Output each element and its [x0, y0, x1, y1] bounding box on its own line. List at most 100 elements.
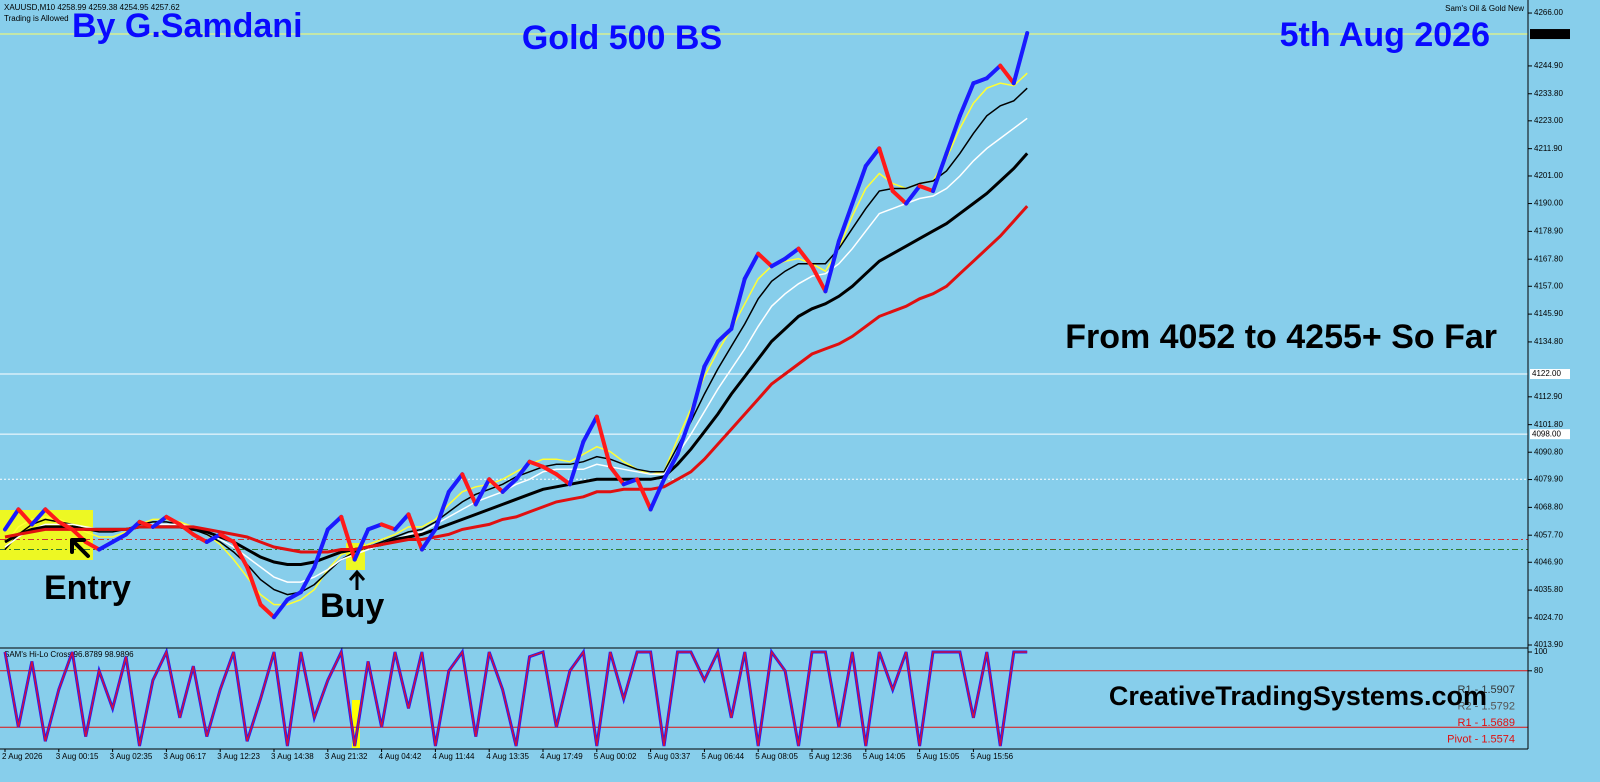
price-tag-label: 4257.62: [1532, 29, 1561, 38]
price-segment: [298, 565, 317, 595]
price-tag: [1530, 429, 1570, 440]
pivot-label: R1 - 1.5689: [1458, 717, 1515, 729]
price-segment: [258, 602, 276, 620]
price-tag-label: 4098.00: [1532, 429, 1561, 438]
price-segment: [742, 251, 761, 281]
x-tick-label: 2 Aug 2026: [2, 752, 43, 761]
price-segment: [957, 81, 976, 118]
price-segment: [204, 532, 223, 544]
pivot-label: R2 - 1.5792: [1458, 700, 1515, 712]
price-segment: [863, 146, 882, 168]
x-tick-label: 3 Aug 06:17: [163, 752, 206, 761]
x-tick-label: 3 Aug 21:32: [325, 752, 368, 761]
price-segment: [110, 532, 129, 544]
entry-arrow: [70, 538, 90, 558]
price-segment: [890, 189, 909, 206]
y-tick-label: 4101.80: [1534, 420, 1563, 429]
price-segment: [662, 452, 680, 482]
price-tag-label: 4122.00: [1532, 369, 1561, 378]
price-segment: [487, 477, 505, 494]
price-segment: [433, 489, 451, 532]
x-tick-label: 4 Aug 11:44: [432, 752, 475, 761]
annotation: From 4052 to 4255+ So Far: [1065, 318, 1497, 356]
x-tick-label: 5 Aug 14:05: [863, 752, 906, 761]
price-segment: [150, 514, 169, 529]
price-segment: [56, 519, 75, 532]
chart-date: 5th Aug 2026: [1280, 16, 1490, 54]
price-segment: [446, 472, 465, 494]
x-tick-label: 3 Aug 00:15: [56, 752, 99, 761]
price-segment: [16, 507, 34, 527]
price-segment: [124, 519, 142, 537]
y-tick-label: 4145.90: [1534, 309, 1563, 318]
price-segment: [500, 477, 519, 494]
x-tick-label: 5 Aug 15:05: [917, 752, 960, 761]
y-tick-label: 4233.80: [1534, 89, 1563, 98]
price-segment: [245, 565, 263, 607]
price-segment: [715, 326, 734, 344]
price-segment: [850, 163, 868, 206]
y-tick-label: 80: [1534, 666, 1543, 675]
price-segment: [3, 507, 21, 532]
price-segment: [675, 414, 693, 457]
price-segment: [796, 246, 814, 269]
price-segment: [137, 519, 155, 529]
oscillator-line: [4, 649, 1028, 747]
price-segment: [554, 472, 572, 487]
price-segment: [810, 264, 828, 294]
price-segment: [541, 464, 559, 477]
y-tick-label: 4035.80: [1534, 585, 1563, 594]
price-segment: [836, 201, 855, 244]
price-segment: [567, 439, 586, 487]
price-segment: [904, 184, 922, 206]
price-segment: [285, 590, 303, 602]
price-segment: [325, 514, 344, 532]
website: CreativeTradingSystems.com: [1109, 681, 1487, 711]
price-segment: [783, 246, 801, 261]
y-tick-label: 4244.90: [1534, 61, 1563, 70]
price-segment: [29, 507, 48, 527]
price-segment: [339, 514, 357, 562]
price-segment: [272, 597, 290, 620]
y-tick-label: 4013.90: [1534, 640, 1563, 649]
moving-average: [4, 205, 1029, 554]
plot-area: 4266.00 4244.90 4233.80 4223.00 4211.90 4201.…: [0, 8, 1570, 761]
price-segment: [218, 532, 236, 544]
price-segment: [823, 239, 841, 294]
y-tick-label: 4068.80: [1534, 502, 1563, 511]
pivot-label: Pivot - 1.5574: [1447, 733, 1515, 745]
price-segment: [191, 532, 209, 544]
y-tick-label: 4134.80: [1534, 337, 1563, 346]
oscillator-title: SAM's Hi-Lo Cross 96.8789 98.9896: [4, 650, 134, 659]
price-segment: [366, 522, 384, 532]
price-segment: [379, 522, 398, 532]
chart-title: Gold 500 BS: [522, 19, 722, 57]
price-segment: [83, 539, 102, 552]
x-tick-label: 5 Aug 15:56: [970, 752, 1013, 761]
y-tick-label: 4024.70: [1534, 613, 1563, 622]
price-segment: [635, 477, 653, 512]
trading-status: Trading is Allowed: [4, 14, 69, 23]
y-tick-label: 4046.90: [1534, 557, 1563, 566]
price-segment: [164, 514, 182, 527]
y-tick-label: 4201.00: [1534, 171, 1563, 180]
buy-label: Buy: [320, 587, 384, 625]
price-tag: [1530, 369, 1570, 380]
author: By G.Samdani: [72, 7, 303, 45]
x-tick-label: 5 Aug 12:36: [809, 752, 852, 761]
x-tick-label: 3 Aug 14:38: [271, 752, 314, 761]
y-tick-label: 100: [1534, 647, 1548, 656]
price-segment: [581, 414, 599, 444]
x-tick-label: 3 Aug 02:35: [110, 752, 153, 761]
y-tick-label: 4090.80: [1534, 447, 1563, 456]
price-segment: [406, 512, 424, 552]
x-tick-label: 4 Aug 13:35: [486, 752, 529, 761]
price-segment: [648, 477, 667, 512]
price-segment: [460, 472, 478, 507]
price-segment: [729, 276, 747, 331]
price-segment: [594, 414, 613, 469]
entry-label: Entry: [44, 569, 131, 607]
price-segment: [527, 459, 545, 469]
